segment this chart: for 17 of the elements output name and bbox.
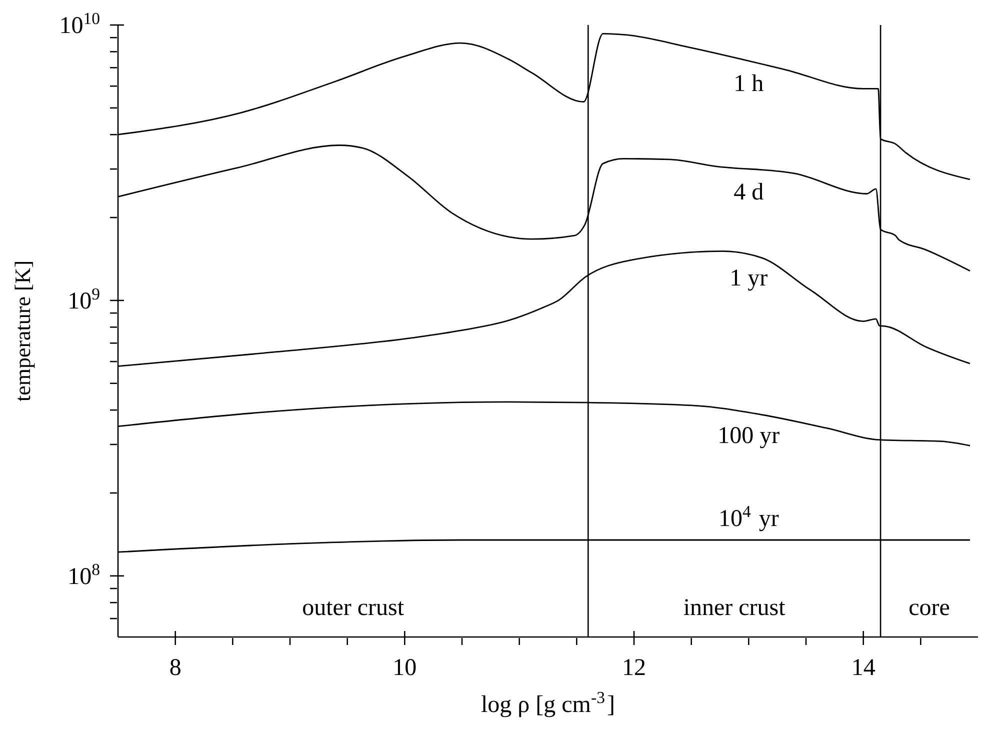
- x-tick-label: 8: [169, 655, 182, 681]
- x-tick-label: 14: [851, 655, 876, 681]
- series-label: 1 h: [734, 71, 764, 98]
- annotation: core: [908, 595, 950, 621]
- series-label: 10$^{4}$ yr: [718, 501, 779, 532]
- series-label: 1 yr: [730, 266, 768, 292]
- series-label: 100 yr: [718, 422, 780, 449]
- y-axis-title: temperature [K]: [10, 260, 35, 402]
- series-label: 4 d: [734, 179, 764, 206]
- y-tick-label: 10$^{10}$: [59, 8, 100, 39]
- annotation: outer crust: [302, 595, 404, 621]
- x-tick-label: 10: [392, 655, 417, 681]
- y-tick-label: 10$^{8}$: [68, 559, 100, 590]
- x-axis-title: log ρ [g cm$^{-3}$]: [481, 688, 615, 718]
- x-tick-label: 12: [622, 655, 646, 681]
- annotation: inner crust: [683, 595, 786, 621]
- y-tick-label: 10$^{9}$: [68, 284, 100, 314]
